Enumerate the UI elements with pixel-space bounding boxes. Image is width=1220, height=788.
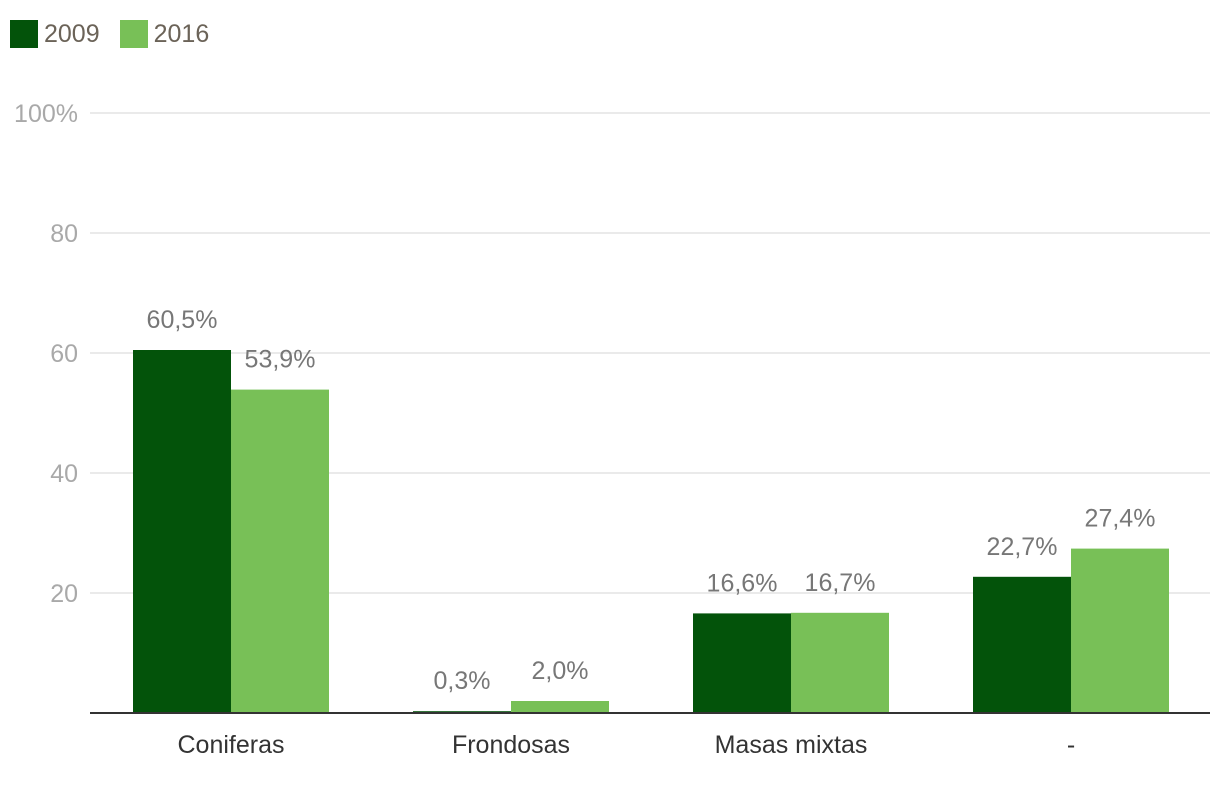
y-axis-ticks: 20 40 60 80 100%	[14, 100, 78, 608]
y-tick-label: 60	[50, 340, 78, 368]
bar-2016-1[interactable]	[511, 701, 609, 713]
legend-item-2016[interactable]: 2016	[119, 19, 210, 49]
data-label: 16,6%	[707, 569, 778, 597]
data-label: 53,9%	[245, 346, 316, 374]
y-tick-label: 100%	[14, 100, 78, 128]
x-category-label: Frondosas	[452, 731, 570, 759]
y-tick-label: 40	[50, 460, 78, 488]
bar-2009-2[interactable]	[693, 613, 791, 713]
data-label: 22,7%	[987, 533, 1058, 561]
legend-label-2009: 2009	[44, 19, 100, 48]
data-labels: 60,5% 53,9% 0,3% 2,0% 16,6% 16,7% 22,7% 27,4%	[147, 306, 1156, 695]
legend: 2009 2016	[10, 18, 229, 50]
x-category-label: Masas mixtas	[715, 731, 868, 759]
x-category-label: -	[1067, 731, 1075, 759]
legend-swatch-2016	[119, 20, 148, 48]
legend-item-2009[interactable]: 2009	[10, 20, 100, 49]
bar-2016-3[interactable]	[1071, 548, 1169, 713]
data-label: 60,5%	[147, 306, 218, 334]
y-tick-label: 80	[50, 220, 78, 248]
data-label: 2,0%	[532, 657, 589, 685]
data-label: 27,4%	[1085, 505, 1156, 533]
bar-2016-0[interactable]	[231, 389, 329, 713]
bar-2009-0[interactable]	[133, 350, 231, 713]
bar-2009-3[interactable]	[973, 576, 1071, 713]
legend-swatch-2009	[10, 20, 38, 48]
data-label: 0,3%	[434, 667, 491, 695]
x-axis-categories: Coniferas Frondosas Masas mixtas -	[178, 731, 1076, 759]
bar-2016-2[interactable]	[791, 612, 889, 713]
x-category-label: Coniferas	[178, 731, 285, 759]
bars	[133, 350, 1169, 713]
data-label: 16,7%	[805, 569, 876, 597]
legend-label-2016: 2016	[153, 19, 210, 48]
y-tick-label: 20	[50, 580, 78, 608]
